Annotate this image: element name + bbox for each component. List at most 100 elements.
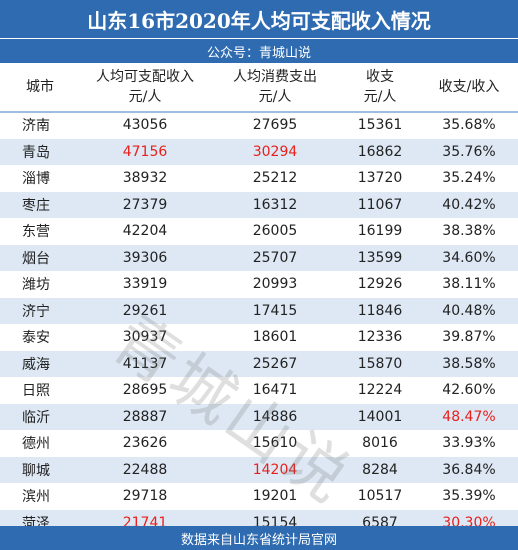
cell-consumption: 19201 xyxy=(252,488,298,505)
cell-ratio: 34.60% xyxy=(442,249,496,266)
cell-balance: 8284 xyxy=(362,461,398,478)
cell-consumption: 25707 xyxy=(252,249,298,266)
header-consumption-label: 人均消费支出 xyxy=(233,69,317,85)
cell-income: 23626 xyxy=(122,435,168,452)
cell-ratio: 35.24% xyxy=(442,170,496,187)
header-income-unit: 元/人 xyxy=(128,89,162,105)
cell-income: 43056 xyxy=(122,117,168,134)
cell-balance: 8016 xyxy=(362,435,398,452)
cell-ratio: 36.84% xyxy=(442,461,496,478)
header-consumption-unit: 元/人 xyxy=(258,89,292,105)
cell-city: 临沂 xyxy=(22,409,50,426)
cell-city: 德州 xyxy=(22,436,50,453)
table-row: 潍坊 33919 20993 12926 38.11% xyxy=(0,271,518,298)
cell-ratio: 35.39% xyxy=(442,488,496,505)
cell-ratio: 39.87% xyxy=(442,329,496,346)
cell-income: 27379 xyxy=(122,196,168,213)
cell-city: 日照 xyxy=(22,383,50,400)
table-row: 威海 41137 25267 15870 38.58% xyxy=(0,350,518,377)
table-row: 泰安 30937 18601 12336 39.87% xyxy=(0,324,518,351)
cell-city: 枣庄 xyxy=(22,197,50,214)
cell-consumption: 18601 xyxy=(252,329,298,346)
cell-consumption: 20993 xyxy=(252,276,298,293)
cell-ratio: 48.47% xyxy=(442,408,496,425)
cell-balance: 12224 xyxy=(357,382,403,399)
cell-income: 42204 xyxy=(122,223,168,240)
header-ratio: 收支/收入 xyxy=(438,79,500,95)
cell-balance: 12926 xyxy=(357,276,403,293)
cell-income: 28695 xyxy=(122,382,168,399)
cell-income: 41137 xyxy=(122,355,168,372)
cell-income: 47156 xyxy=(122,143,168,160)
cell-income: 22488 xyxy=(122,461,168,478)
cell-city: 威海 xyxy=(22,356,50,373)
cell-consumption: 27695 xyxy=(252,117,298,134)
cell-city: 潍坊 xyxy=(22,277,50,294)
header-balance: 收支 元/人 xyxy=(340,63,420,111)
cell-income: 29261 xyxy=(122,302,168,319)
cell-consumption: 14886 xyxy=(252,408,298,425)
table-row: 淄博 38932 25212 13720 35.24% xyxy=(0,165,518,192)
cell-ratio: 42.60% xyxy=(442,382,496,399)
cell-balance: 15870 xyxy=(357,355,403,372)
cell-balance: 14001 xyxy=(357,408,403,425)
cell-consumption: 16471 xyxy=(252,382,298,399)
cell-balance: 12336 xyxy=(357,329,403,346)
cell-city: 济宁 xyxy=(22,303,50,320)
header-balance-label: 收支 xyxy=(366,69,394,85)
cell-income: 29718 xyxy=(122,488,168,505)
table-row: 聊城 22488 14204 8284 36.84% xyxy=(0,456,518,483)
cell-city: 东营 xyxy=(22,224,50,241)
cell-ratio: 35.76% xyxy=(442,143,496,160)
cell-income: 33919 xyxy=(122,276,168,293)
cell-consumption: 16312 xyxy=(252,196,298,213)
cell-city: 烟台 xyxy=(22,250,50,267)
cell-city: 滨州 xyxy=(22,489,50,506)
cell-balance: 13720 xyxy=(357,170,403,187)
table-row: 东营 42204 26005 16199 38.38% xyxy=(0,218,518,245)
cell-city: 淄博 xyxy=(22,171,50,188)
cell-ratio: 38.38% xyxy=(442,223,496,240)
cell-consumption: 25212 xyxy=(252,170,298,187)
table-row: 日照 28695 16471 12224 42.60% xyxy=(0,377,518,404)
cell-ratio: 38.58% xyxy=(442,355,496,372)
table-row: 德州 23626 15610 8016 33.93% xyxy=(0,430,518,457)
table-body: 济南 43056 27695 15361 35.68% 青岛 47156 30294 16862… xyxy=(0,112,518,536)
table-footer: 数据来自山东省统计局官网 xyxy=(0,526,518,550)
cell-consumption: 14204 xyxy=(252,461,298,478)
cell-city: 青岛 xyxy=(22,144,50,161)
header-consumption: 人均消费支出 元/人 xyxy=(210,63,340,111)
header-balance-unit: 元/人 xyxy=(363,89,397,105)
cell-ratio: 33.93% xyxy=(442,435,496,452)
header-income: 人均可支配收入 元/人 xyxy=(80,63,210,111)
table-row: 济南 43056 27695 15361 35.68% xyxy=(0,112,518,139)
cell-ratio: 35.68% xyxy=(442,117,496,134)
cell-income: 39306 xyxy=(122,249,168,266)
cell-income: 38932 xyxy=(122,170,168,187)
cell-balance: 11067 xyxy=(357,196,403,213)
cell-city: 济南 xyxy=(22,118,50,135)
table-row: 临沂 28887 14886 14001 48.47% xyxy=(0,403,518,430)
cell-balance: 10517 xyxy=(357,488,403,505)
cell-balance: 11846 xyxy=(357,302,403,319)
cell-consumption: 17415 xyxy=(252,302,298,319)
table-row: 滨州 29718 19201 10517 35.39% xyxy=(0,483,518,510)
cell-income: 28887 xyxy=(122,408,168,425)
header-income-label: 人均可支配收入 xyxy=(96,69,194,85)
cell-ratio: 40.48% xyxy=(442,302,496,319)
table-row: 烟台 39306 25707 13599 34.60% xyxy=(0,244,518,271)
cell-balance: 16862 xyxy=(357,143,403,160)
cell-city: 聊城 xyxy=(22,462,50,479)
cell-consumption: 25267 xyxy=(252,355,298,372)
table-row: 济宁 29261 17415 11846 40.48% xyxy=(0,297,518,324)
cell-balance: 16199 xyxy=(357,223,403,240)
cell-income: 30937 xyxy=(122,329,168,346)
cell-city: 泰安 xyxy=(22,330,50,347)
table-subtitle: 公众号：青城山说 xyxy=(0,39,518,63)
cell-balance: 13599 xyxy=(357,249,403,266)
cell-ratio: 38.11% xyxy=(442,276,496,293)
table-header: 城市 人均可支配收入 元/人 人均消费支出 元/人 收支 元/人 收支/收入 xyxy=(0,63,518,113)
cell-consumption: 26005 xyxy=(252,223,298,240)
cell-balance: 15361 xyxy=(357,117,403,134)
table-title: 山东16市2020年人均可支配收入情况 xyxy=(0,0,518,39)
